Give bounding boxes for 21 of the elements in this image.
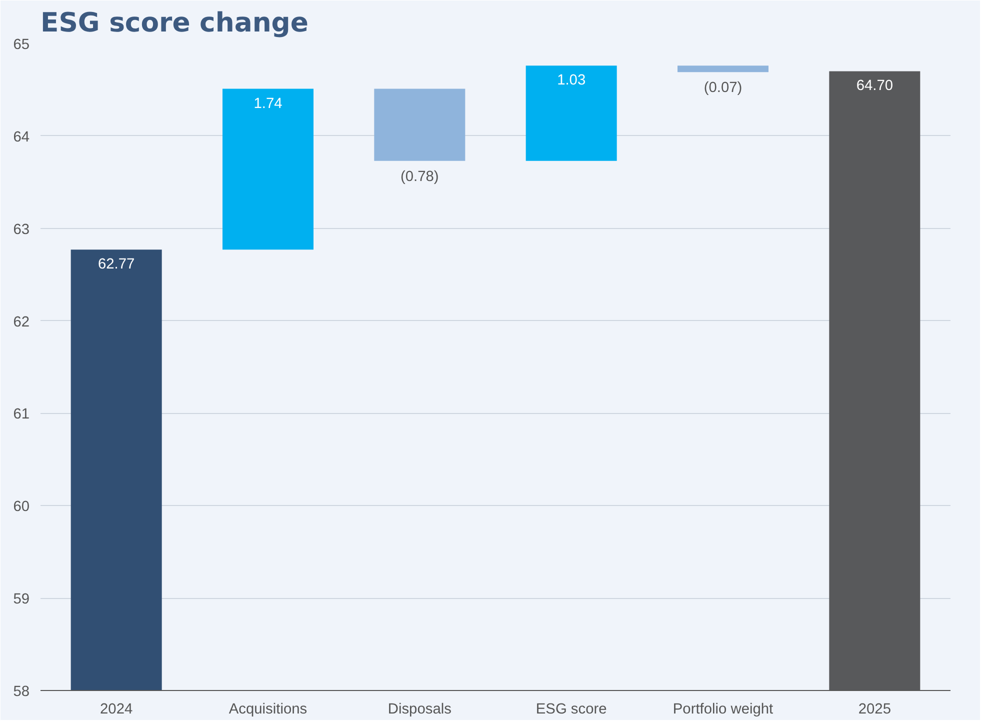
y-tick-label: 61	[13, 406, 30, 423]
y-tick-label: 63	[13, 222, 30, 238]
x-tick-label: ESG score	[536, 702, 607, 718]
x-tick-label: 2025	[858, 702, 891, 718]
y-tick-label: 62	[13, 314, 30, 330]
y-tick-label: 58	[13, 684, 30, 700]
y-tick-label: 64	[13, 129, 30, 146]
x-tick-label: Portfolio weight	[672, 702, 774, 718]
y-tick-label: 65	[13, 37, 30, 53]
data-label: 1.74	[254, 96, 282, 112]
x-tick-label: Disposals	[388, 702, 452, 718]
x-tick-label: 2024	[100, 702, 133, 718]
y-tick-label: 59	[13, 592, 30, 608]
y-tick-label: 60	[13, 499, 30, 516]
data-label: (0.07)	[704, 80, 742, 96]
data-label: 62.77	[98, 256, 135, 273]
data-label: 1.03	[557, 72, 586, 89]
data-label: (0.78)	[400, 168, 439, 185]
x-tick-label: Acquisitions	[228, 702, 308, 718]
data-label: 64.70	[856, 78, 894, 94]
chart-title: ESG score change	[40, 8, 308, 38]
